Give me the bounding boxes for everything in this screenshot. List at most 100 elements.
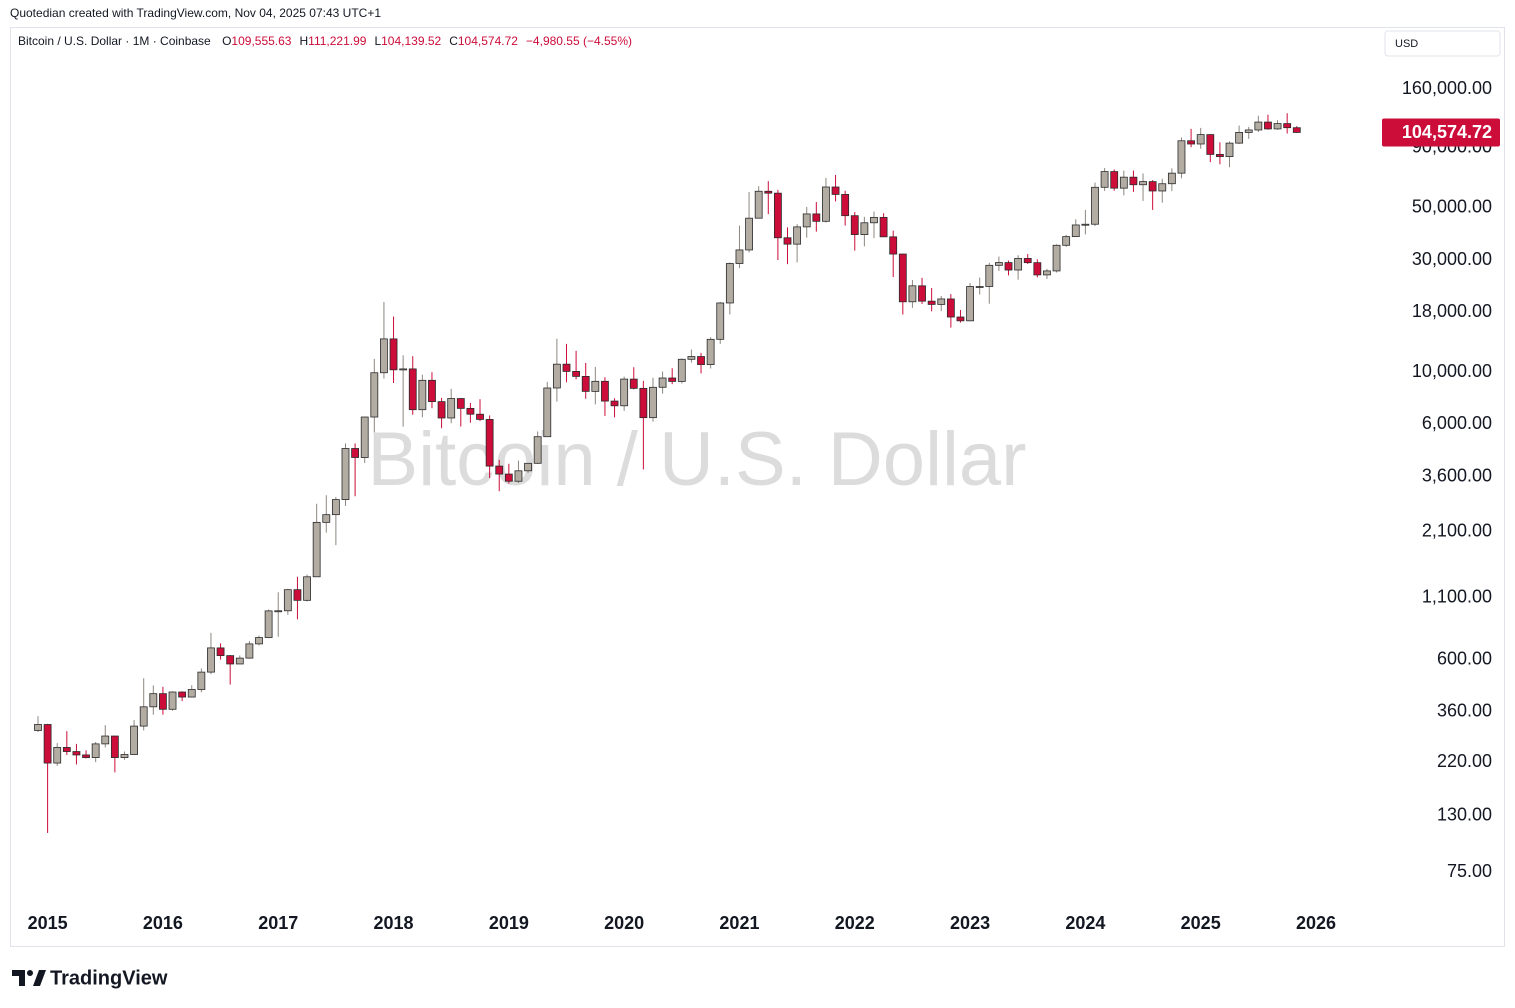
candle-body: [697, 356, 705, 365]
candle-body: [1014, 258, 1023, 271]
candle-body: [130, 725, 138, 755]
x-tick-label: 2023: [950, 913, 990, 933]
candle-body: [149, 693, 158, 708]
brand: TradingView: [50, 967, 168, 989]
candle-body: [1235, 132, 1244, 144]
candle-body: [937, 298, 946, 305]
candle-body: [504, 473, 513, 482]
candle-body: [43, 724, 52, 764]
legend-value: 111,221.99: [308, 34, 367, 48]
candle-body: [1187, 140, 1195, 145]
candle-body: [82, 754, 90, 758]
candle-body: [418, 379, 427, 411]
candle-body: [668, 377, 677, 382]
candle-body: [677, 358, 686, 382]
y-tick-label: 18,000.00: [1412, 301, 1492, 321]
candle-body: [120, 754, 129, 758]
candle-body: [351, 448, 359, 458]
candle-body: [53, 747, 62, 764]
candle-body: [918, 285, 926, 302]
candle-body: [793, 226, 802, 245]
y-tick-label: 6,000.00: [1422, 413, 1492, 433]
candle-body: [639, 387, 648, 419]
candle-body: [773, 192, 782, 239]
candle-body: [331, 499, 340, 516]
candle-body: [476, 413, 484, 420]
candle-body: [283, 589, 292, 612]
currency-box[interactable]: [1384, 30, 1501, 57]
candle-body: [1148, 181, 1157, 192]
candle-body: [658, 377, 667, 388]
candle-body: [581, 376, 590, 392]
candle-body: [1023, 258, 1032, 264]
candle-body: [601, 380, 609, 402]
candle-body: [456, 398, 465, 409]
candle-body: [889, 236, 898, 255]
legend-value: 109,555.63: [231, 34, 291, 48]
currency[interactable]: USD: [1395, 38, 1418, 50]
candle-body: [1043, 270, 1051, 276]
candle-body: [879, 216, 888, 238]
candle-body: [293, 589, 302, 601]
candle-body: [946, 298, 955, 318]
y-tick-label: 2,100.00: [1422, 520, 1492, 540]
candle-body: [274, 610, 283, 613]
candle-body: [408, 368, 417, 411]
y-tick-label: 600.00: [1437, 648, 1492, 668]
candle-body: [1129, 176, 1138, 186]
candle-body: [514, 470, 523, 482]
candle-body: [1264, 121, 1272, 130]
candle-body: [802, 213, 811, 228]
candle-body: [1206, 134, 1215, 155]
candle-body: [1004, 262, 1013, 271]
candle-body: [956, 316, 965, 322]
y-tick-label: 3,600.00: [1422, 465, 1492, 485]
candle-body: [975, 286, 984, 288]
candle-body: [1081, 223, 1090, 226]
candle-body: [687, 356, 696, 360]
candle-body: [1283, 123, 1292, 129]
x-tick-label: 2022: [835, 913, 875, 933]
candle-body: [101, 735, 110, 745]
candle-body: [1110, 171, 1119, 189]
candle-body: [1158, 183, 1167, 192]
candle-body: [831, 186, 840, 195]
candle-body: [1119, 176, 1128, 189]
x-tick-label: 2015: [28, 913, 68, 933]
legend-value: 104,139.52: [381, 34, 441, 48]
y-tick-label: 160,000.00: [1402, 78, 1492, 98]
candle-body: [850, 215, 859, 235]
candle-body: [447, 398, 456, 419]
x-tick-label: 2019: [489, 913, 529, 933]
x-tick-label: 2017: [258, 913, 298, 933]
candle-body: [764, 190, 773, 194]
candle-body: [168, 691, 177, 710]
candle-body: [437, 401, 446, 419]
candle-body: [197, 671, 206, 690]
candle-body: [341, 448, 350, 500]
legend-value: 104,574.72: [458, 34, 518, 48]
candle-body: [649, 386, 657, 419]
candle-body: [745, 217, 753, 251]
candle-body: [1254, 121, 1263, 131]
candle-body: [1216, 154, 1224, 158]
candle-body: [610, 400, 619, 407]
candle-body: [187, 689, 196, 698]
candle-body: [1052, 244, 1061, 272]
candle-body: [985, 264, 994, 287]
y-tick-label: 50,000.00: [1412, 197, 1492, 217]
candle-body: [360, 416, 369, 458]
legend-key: O: [222, 34, 231, 48]
candle-body: [725, 263, 734, 304]
candle-body: [380, 338, 388, 374]
candle-body: [322, 514, 331, 523]
candle-body: [110, 735, 119, 758]
watermark: Bitcoin / U.S. Dollar: [368, 417, 1027, 502]
candle-body: [495, 465, 504, 475]
candle-body: [1033, 262, 1042, 276]
y-tick-label: 220.00: [1437, 751, 1492, 771]
candle-body: [1225, 142, 1234, 158]
candle-body: [812, 213, 821, 222]
brand-logo: [12, 970, 46, 986]
